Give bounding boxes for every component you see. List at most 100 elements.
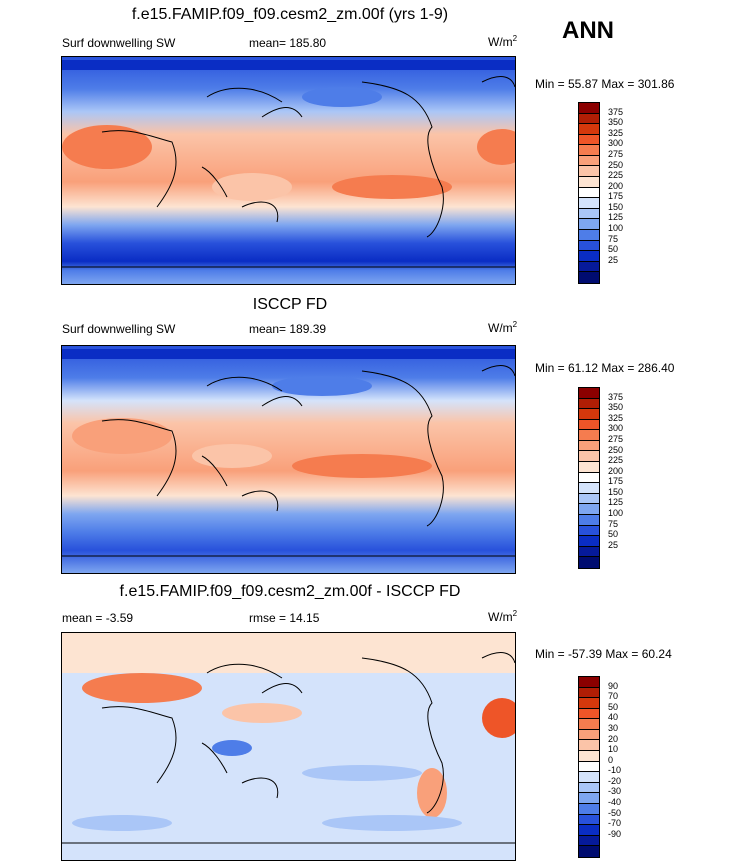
panel2-variable-label: Surf downwelling SW xyxy=(62,322,176,336)
colorbar-swatch xyxy=(579,398,599,410)
colorbar-tick-label: 300 xyxy=(608,423,624,434)
colorbar-tick-label: 175 xyxy=(608,476,624,487)
colorbar-tick-label: 300 xyxy=(608,138,624,149)
colorbar-swatch xyxy=(579,451,599,463)
colorbar-tick-label: 70 xyxy=(608,691,619,702)
colorbar-tick-label: 75 xyxy=(608,233,619,244)
colorbar-swatch xyxy=(579,740,599,752)
colorbar-tick-label: 275 xyxy=(608,433,624,444)
colorbar-tick-label: 325 xyxy=(608,127,624,138)
colorbar-tick-label: 10 xyxy=(608,744,619,755)
colorbar-swatch xyxy=(579,677,599,688)
colorbar-tick-label: 150 xyxy=(608,201,624,212)
colorbar-tick-label: 100 xyxy=(608,223,624,234)
panel3-map-field xyxy=(62,633,515,860)
colorbar-swatch xyxy=(579,483,599,494)
colorbar-swatch xyxy=(579,825,599,836)
panel1-map xyxy=(61,56,516,285)
panel1-units: W/m2 xyxy=(488,34,517,49)
colorbar-swatch xyxy=(579,729,599,741)
colorbar-swatch xyxy=(579,803,599,815)
panel1-colorbar xyxy=(578,102,600,284)
colorbar-swatch xyxy=(579,793,599,804)
colorbar-tick-label: 275 xyxy=(608,148,624,159)
colorbar-swatch xyxy=(579,113,599,125)
panel3-units-text: W/m xyxy=(488,610,513,624)
colorbar-tick-label: 250 xyxy=(608,159,624,170)
colorbar-swatch xyxy=(579,504,599,515)
colorbar-swatch xyxy=(579,187,599,199)
colorbar-tick-label: 90 xyxy=(608,680,619,691)
panel3-title: f.e15.FAMIP.f09_f09.cesm2_zm.00f - ISCCP… xyxy=(119,583,461,600)
colorbar-tick-label: 30 xyxy=(608,722,619,733)
panel1-map-field xyxy=(62,57,515,284)
panel3-map xyxy=(61,632,516,861)
colorbar-tick-label: 25 xyxy=(608,539,619,550)
colorbar-swatch xyxy=(579,251,599,262)
colorbar-swatch xyxy=(579,229,599,241)
panel1-mean-label: mean= 185.80 xyxy=(249,36,327,50)
colorbar-swatch xyxy=(579,751,599,762)
panel2-map xyxy=(61,345,516,574)
colorbar-swatch xyxy=(579,557,599,568)
colorbar-tick-label: 40 xyxy=(608,712,619,723)
panel1-units-text: W/m xyxy=(488,35,513,49)
colorbar-tick-label: 225 xyxy=(608,170,624,181)
colorbar-tick-label: -10 xyxy=(608,765,622,776)
colorbar-swatch xyxy=(579,782,599,794)
panel2-map-field xyxy=(62,346,515,573)
colorbar-swatch xyxy=(579,546,599,558)
colorbar-swatch xyxy=(579,219,599,230)
colorbar-swatch xyxy=(579,103,599,114)
colorbar-swatch xyxy=(579,514,599,526)
colorbar-swatch xyxy=(579,124,599,135)
colorbar-swatch xyxy=(579,272,599,283)
colorbar-swatch xyxy=(579,388,599,399)
colorbar-swatch xyxy=(579,761,599,773)
colorbar-swatch xyxy=(579,198,599,209)
panel2-units-sup: 2 xyxy=(512,320,518,329)
colorbar-swatch xyxy=(579,536,599,547)
colorbar-tick-label: 200 xyxy=(608,180,624,191)
panel2-colorbar xyxy=(578,387,600,569)
colorbar-swatch xyxy=(579,261,599,273)
panel3-units: W/m2 xyxy=(488,609,517,624)
colorbar-swatch xyxy=(579,134,599,146)
colorbar-tick-label: 50 xyxy=(608,701,619,712)
colorbar-swatch xyxy=(579,166,599,178)
colorbar-tick-label: 25 xyxy=(608,254,619,265)
colorbar-swatch xyxy=(579,772,599,783)
colorbar-tick-label: 350 xyxy=(608,117,624,128)
colorbar-tick-label: -50 xyxy=(608,807,622,818)
panel2-minmax: Min = 61.12 Max = 286.40 xyxy=(535,361,675,375)
panel1-variable-label: Surf downwelling SW xyxy=(62,36,176,50)
panel3-units-sup: 2 xyxy=(512,609,518,618)
colorbar-swatch xyxy=(579,708,599,720)
colorbar-swatch xyxy=(579,208,599,220)
colorbar-tick-label: -70 xyxy=(608,818,622,829)
colorbar-tick-label: 125 xyxy=(608,497,624,508)
colorbar-swatch xyxy=(579,462,599,473)
colorbar-tick-label: 0 xyxy=(608,754,614,765)
colorbar-swatch xyxy=(579,835,599,847)
panel3-rmse-label: rmse = 14.15 xyxy=(249,611,320,625)
colorbar-tick-label: 150 xyxy=(608,486,624,497)
panel1-title: f.e15.FAMIP.f09_f09.cesm2_zm.00f (yrs 1-… xyxy=(131,6,449,23)
colorbar-tick-label: 375 xyxy=(608,106,624,117)
colorbar-tick-label: 20 xyxy=(608,733,619,744)
panel1-units-sup: 2 xyxy=(512,34,518,43)
colorbar-swatch xyxy=(579,145,599,156)
panel2-title: ISCCP FD xyxy=(252,296,328,313)
colorbar-tick-label: 350 xyxy=(608,402,624,413)
colorbar-tick-label: 125 xyxy=(608,212,624,223)
colorbar-tick-label: 225 xyxy=(608,455,624,466)
colorbar-swatch xyxy=(579,177,599,188)
colorbar-tick-label: 250 xyxy=(608,444,624,455)
colorbar-tick-label: 75 xyxy=(608,518,619,529)
colorbar-swatch xyxy=(579,240,599,252)
colorbar-swatch xyxy=(579,493,599,505)
panel3-colorbar xyxy=(578,676,600,858)
colorbar-swatch xyxy=(579,814,599,826)
colorbar-swatch xyxy=(579,440,599,452)
colorbar-swatch xyxy=(579,846,599,857)
